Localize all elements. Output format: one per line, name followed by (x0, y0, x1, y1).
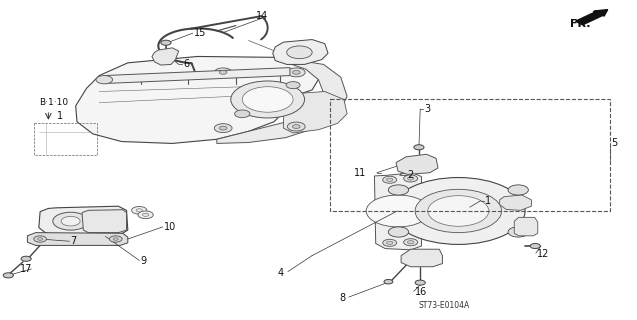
Circle shape (161, 40, 171, 45)
Circle shape (389, 227, 408, 237)
Circle shape (508, 227, 528, 237)
Circle shape (136, 209, 143, 212)
Bar (330, 100, 610, 211)
Text: 1: 1 (485, 196, 491, 206)
FancyArrow shape (576, 10, 608, 25)
Circle shape (408, 177, 414, 180)
Polygon shape (375, 173, 422, 250)
Circle shape (366, 195, 430, 227)
Text: B·1·10: B·1·10 (39, 98, 68, 107)
Circle shape (292, 70, 300, 74)
Circle shape (392, 178, 525, 244)
Circle shape (96, 76, 113, 84)
Circle shape (530, 244, 540, 249)
Text: 11: 11 (354, 168, 366, 178)
Text: 15: 15 (194, 28, 206, 38)
Circle shape (219, 126, 227, 130)
Text: 9: 9 (141, 256, 147, 266)
Circle shape (286, 82, 300, 89)
Circle shape (143, 213, 149, 216)
Polygon shape (401, 249, 443, 267)
Circle shape (384, 279, 393, 284)
Circle shape (408, 241, 414, 244)
Polygon shape (217, 57, 347, 143)
Circle shape (404, 175, 418, 182)
Circle shape (234, 110, 250, 118)
Circle shape (21, 256, 31, 261)
Circle shape (3, 273, 13, 278)
Polygon shape (104, 68, 290, 84)
Polygon shape (76, 56, 322, 143)
Text: 6: 6 (183, 60, 189, 69)
Circle shape (113, 238, 118, 240)
Circle shape (214, 68, 232, 77)
Text: 12: 12 (537, 249, 550, 259)
Circle shape (110, 236, 122, 242)
Circle shape (231, 81, 304, 118)
Text: 1: 1 (57, 111, 63, 121)
Text: 16: 16 (415, 287, 427, 297)
Circle shape (287, 46, 312, 59)
Bar (34, 123, 97, 155)
Text: 7: 7 (71, 236, 77, 246)
Circle shape (38, 238, 43, 240)
Circle shape (389, 185, 408, 195)
Circle shape (404, 239, 418, 246)
Polygon shape (39, 206, 128, 237)
Circle shape (383, 176, 397, 183)
Circle shape (61, 216, 80, 226)
Text: 2: 2 (408, 170, 414, 180)
Polygon shape (514, 217, 538, 236)
Text: 4: 4 (277, 268, 283, 278)
Polygon shape (82, 210, 127, 233)
Polygon shape (499, 195, 531, 210)
Circle shape (214, 124, 232, 132)
Text: 5: 5 (611, 139, 617, 148)
Polygon shape (273, 40, 328, 64)
Circle shape (415, 189, 501, 233)
Circle shape (287, 122, 305, 131)
Circle shape (414, 145, 424, 150)
Circle shape (53, 212, 89, 230)
Polygon shape (152, 48, 178, 65)
Circle shape (242, 87, 293, 112)
Circle shape (34, 236, 47, 242)
Text: ST73-E0104A: ST73-E0104A (419, 301, 470, 310)
Circle shape (219, 70, 227, 74)
Circle shape (132, 206, 147, 214)
Polygon shape (396, 154, 438, 174)
Polygon shape (27, 233, 128, 245)
Text: FR.: FR. (569, 19, 590, 29)
Circle shape (415, 280, 426, 285)
Circle shape (292, 124, 300, 128)
Text: 8: 8 (340, 293, 346, 303)
Text: 10: 10 (164, 222, 176, 232)
Text: 3: 3 (425, 104, 431, 114)
Circle shape (508, 185, 528, 195)
Circle shape (387, 241, 393, 244)
Circle shape (287, 68, 305, 77)
Circle shape (428, 196, 489, 226)
Text: 17: 17 (20, 264, 32, 274)
Polygon shape (280, 92, 347, 133)
Circle shape (138, 211, 154, 219)
Circle shape (387, 178, 393, 181)
Circle shape (383, 239, 397, 246)
Text: 14: 14 (256, 11, 268, 21)
